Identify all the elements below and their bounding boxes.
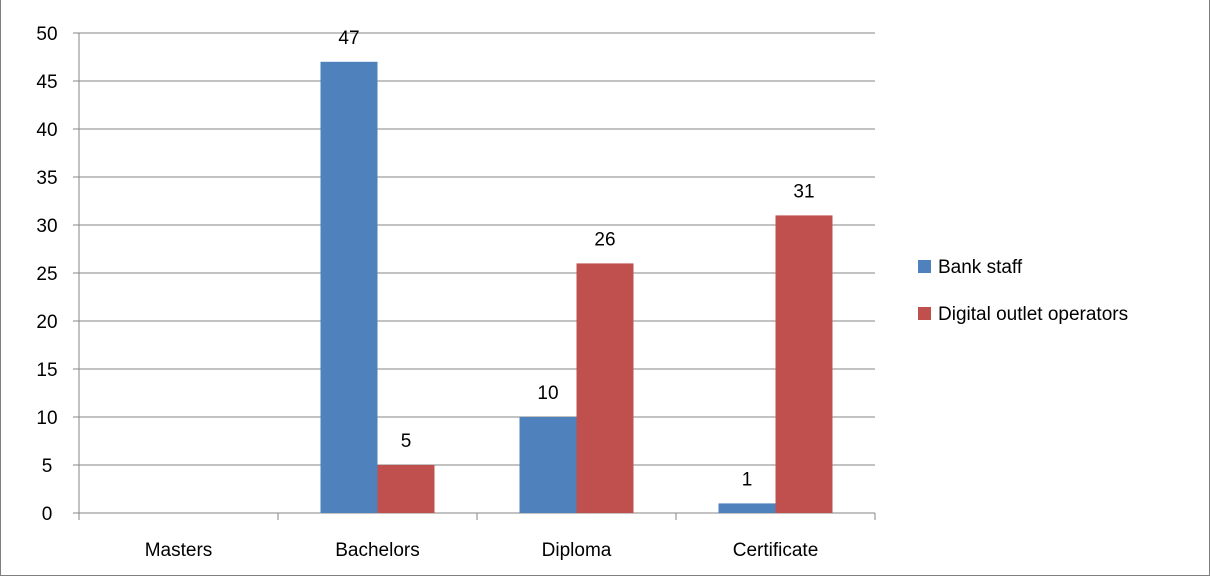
- data-label: 5: [401, 431, 412, 452]
- y-tick-label: 5: [42, 456, 53, 477]
- bar: [377, 465, 435, 513]
- y-tick-label: 15: [36, 360, 57, 381]
- x-tick-label: Certificate: [733, 540, 819, 561]
- legend-swatch: [918, 260, 931, 273]
- y-tick-label: 10: [36, 408, 57, 429]
- bar: [320, 61, 378, 514]
- data-label: 26: [594, 229, 615, 250]
- bar: [718, 503, 776, 513]
- data-label: 31: [793, 181, 814, 202]
- gridlines: [79, 32, 875, 466]
- y-tick-label: 0: [42, 504, 53, 525]
- legend: Bank staff Digital outlet operators: [918, 257, 1128, 325]
- legend-label: Digital outlet operators: [938, 304, 1128, 325]
- x-tick-label: Diploma: [542, 540, 612, 561]
- legend-label: Bank staff: [938, 257, 1023, 278]
- data-label: 47: [338, 28, 359, 49]
- y-tick-label: 40: [36, 120, 57, 141]
- bar: [576, 263, 634, 513]
- data-label: 10: [537, 383, 558, 404]
- y-tick-label: 25: [36, 264, 57, 285]
- x-tick-label: Masters: [145, 540, 213, 561]
- x-tick-label: Bachelors: [335, 540, 420, 561]
- y-tick-label: 45: [36, 72, 57, 93]
- y-tick-label: 50: [36, 24, 57, 45]
- y-tick-label: 20: [36, 312, 57, 333]
- y-tick-label: 35: [36, 168, 57, 189]
- legend-swatch: [918, 307, 931, 320]
- data-label: 1: [742, 469, 753, 490]
- bars: [320, 61, 833, 514]
- y-tick-label: 30: [36, 216, 57, 237]
- data-labels: 47 10 1 5 26 31: [338, 28, 814, 491]
- bar: [519, 417, 577, 513]
- bar: [775, 215, 833, 513]
